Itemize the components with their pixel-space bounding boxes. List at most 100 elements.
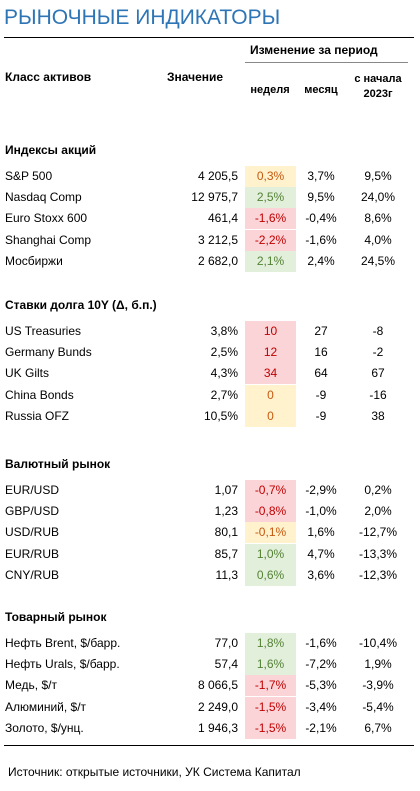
section-title: Ставки долга 10Y (Δ, б.п.) (5, 298, 157, 312)
week-change: 1,6% (256, 657, 285, 672)
asset-name: UK Gilts (5, 366, 50, 381)
month-change: 3,6% (307, 567, 335, 582)
week-change: 1,0% (256, 546, 285, 561)
month-change: -2,1% (305, 720, 337, 735)
ytd-change: -13,3% (358, 546, 398, 561)
week-change: 0 (267, 387, 274, 402)
value: 2 249,0 (197, 699, 238, 714)
value: 4 205,5 (197, 169, 238, 183)
week-cell-bg (245, 696, 296, 718)
ytd-change: -8 (372, 324, 384, 338)
asset-name: Нефть Brent, $/барр. (5, 636, 121, 650)
week-change: -1,5% (254, 720, 287, 735)
week-cell-bg (245, 543, 296, 565)
week-change: 12 (263, 345, 278, 360)
asset-name: China Bonds (5, 387, 74, 402)
asset-name: Алюминий, $/т (5, 699, 87, 714)
week-cell-bg (245, 654, 296, 676)
week-change: 2,5% (256, 190, 285, 205)
week-change: -1,7% (254, 678, 287, 693)
ytd-change: 6,7% (364, 720, 392, 735)
asset-name: Медь, $/т (5, 678, 57, 693)
section-title: Валютный рынок (5, 457, 111, 471)
col-ytd: с начала 2023г (354, 73, 402, 100)
rule (4, 37, 414, 38)
asset-name: US Treasuries (5, 324, 82, 338)
section-title: Индексы акций (5, 143, 97, 157)
week-cell-bg (245, 522, 296, 544)
week-change: -2,2% (254, 232, 287, 247)
value: 3 212,5 (197, 232, 238, 247)
col-value: Значение (167, 70, 224, 84)
ytd-change: 9,5% (364, 169, 392, 183)
asset-name: Euro Stoxx 600 (5, 211, 88, 226)
week-change: -0,7% (254, 483, 287, 497)
asset-name: Russia OFZ (5, 408, 70, 423)
value: 11,3 (215, 567, 238, 582)
ytd-change: -16 (369, 387, 387, 402)
month-change: -0,4% (305, 211, 337, 226)
col-month: месяц (304, 84, 338, 96)
month-change: 27 (314, 324, 328, 338)
month-change: -2,9% (305, 483, 337, 497)
month-change: 4,7% (307, 546, 335, 561)
col-week: неделя (250, 84, 290, 96)
value: 8 066,5 (197, 678, 238, 693)
month-change: -5,3% (305, 678, 337, 693)
month-change: 2,4% (307, 253, 335, 268)
ytd-change: 1,9% (364, 657, 392, 672)
week-change: 34 (263, 366, 278, 381)
asset-name: Nasdaq Comp (5, 190, 82, 205)
value: 3,8% (210, 324, 238, 338)
section-title: Товарный рынок (5, 610, 107, 624)
week-cell-bg (245, 501, 296, 523)
week-cell-bg (245, 363, 296, 385)
value: 2,7% (210, 387, 238, 402)
week-cell-bg (245, 229, 296, 251)
value: 2,5% (210, 345, 238, 360)
week-cell-bg (245, 564, 296, 586)
title: РЫНОЧНЫЕ ИНДИКАТОРЫ (4, 6, 281, 29)
value: 10,5% (203, 408, 238, 423)
week-cell-bg (245, 321, 296, 342)
asset-name: S&P 500 (5, 169, 53, 183)
month-change: -1,6% (305, 232, 337, 247)
ytd-change: -2 (372, 345, 384, 360)
month-change: -1,6% (305, 636, 337, 650)
value: 1,23 (214, 504, 238, 519)
value: 1,07 (214, 483, 238, 497)
month-change: -9 (315, 387, 327, 402)
asset-name: Germany Bunds (5, 345, 92, 360)
month-change: 16 (314, 345, 328, 360)
asset-name: Мосбиржи (5, 253, 63, 268)
week-change: 1,8% (256, 636, 285, 650)
week-cell-bg (245, 384, 296, 406)
week-cell-bg (245, 675, 296, 697)
week-change: -1,5% (254, 699, 287, 714)
month-change: 9,5% (307, 190, 335, 205)
ytd-change: 8,6% (364, 211, 392, 226)
week-cell-bg (245, 717, 296, 739)
value: 85,7 (214, 546, 238, 561)
month-change: -3,4% (305, 699, 337, 714)
ytd-change: 67 (371, 366, 385, 381)
week-cell-bg (245, 480, 296, 501)
week-cell-bg (245, 166, 296, 187)
week-change: -0,1% (254, 525, 287, 540)
value: 2 682,0 (197, 253, 238, 268)
value: 12 975,7 (191, 190, 238, 205)
week-change: 10 (263, 324, 278, 338)
week-cell-bg (245, 208, 296, 230)
asset-name: EUR/RUB (5, 546, 60, 561)
value: 1 946,3 (197, 720, 238, 735)
week-cell-bg (245, 187, 296, 209)
week-change: 0,6% (256, 567, 285, 582)
asset-name: USD/RUB (5, 525, 60, 540)
month-change: -7,2% (305, 657, 337, 672)
ytd-change: 24,5% (360, 253, 396, 268)
value: 4,3% (210, 366, 238, 381)
week-change: -0,8% (254, 504, 287, 519)
ytd-change: 38 (371, 408, 385, 423)
week-change: 0,3% (256, 169, 285, 183)
